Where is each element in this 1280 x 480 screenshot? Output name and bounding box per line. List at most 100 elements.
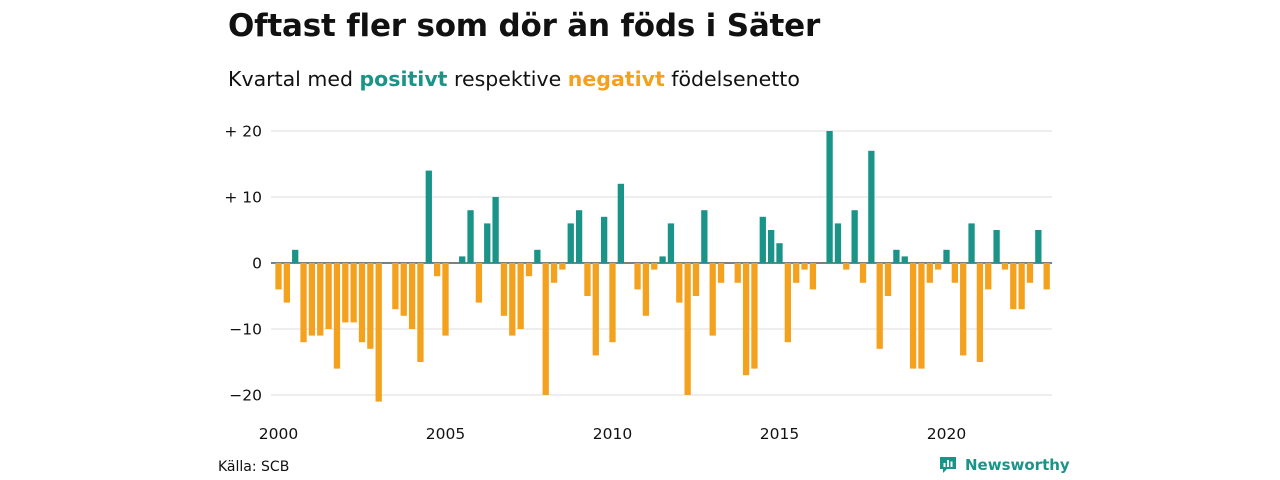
brand-name: Newsworthy (965, 456, 1070, 474)
bar (876, 263, 883, 349)
bar (1018, 263, 1025, 310)
bar (943, 249, 950, 263)
bar (275, 263, 282, 290)
bar (809, 263, 817, 290)
bar (601, 216, 608, 263)
bar (367, 263, 374, 349)
bar (434, 263, 441, 277)
bar (968, 223, 975, 263)
bar (909, 263, 917, 369)
bar (484, 223, 491, 263)
chart-title: Oftast fler som dör än föds i Säter (228, 8, 821, 44)
bar (292, 249, 299, 263)
bar (400, 263, 407, 316)
bar (684, 263, 691, 395)
bar (918, 263, 925, 369)
bar (617, 183, 624, 263)
bar (935, 263, 942, 270)
bar (884, 263, 892, 296)
bar (317, 263, 324, 336)
bar (667, 223, 675, 263)
subtitle-negative-word: negativt (567, 67, 665, 91)
bar (333, 263, 341, 369)
bar (901, 256, 908, 263)
bar (851, 210, 858, 263)
bar (859, 263, 867, 283)
bar (759, 216, 766, 263)
bar (509, 263, 516, 336)
bar (751, 263, 758, 369)
bar (642, 263, 650, 316)
subtitle-prefix: Kvartal med (228, 67, 360, 91)
bar (584, 263, 591, 296)
bar (651, 263, 658, 270)
source-note: Källa: SCB (218, 459, 290, 475)
bar (868, 150, 875, 263)
x-tick-label: 2020 (927, 425, 966, 443)
bar (659, 256, 666, 263)
subtitle-suffix: födelsenetto (664, 67, 800, 91)
bar (826, 131, 833, 263)
bar (442, 263, 449, 336)
bar (609, 263, 616, 343)
bar (634, 263, 641, 290)
brand: Newsworthy (938, 455, 1070, 475)
bar (734, 263, 741, 283)
y-tick-label: + 20 (224, 123, 262, 141)
bar (701, 210, 708, 263)
bar (500, 263, 508, 316)
bar (951, 263, 958, 283)
bar (742, 263, 750, 376)
bar (550, 263, 558, 283)
bar (534, 249, 541, 263)
bars (275, 131, 1050, 402)
bar (325, 263, 332, 329)
x-tick-label: 2015 (760, 425, 799, 443)
bar (417, 263, 424, 362)
bar (793, 263, 800, 283)
bar (976, 263, 984, 362)
bar (350, 263, 357, 323)
newsworthy-logo-icon (940, 457, 956, 473)
bar (993, 230, 1000, 263)
x-axis-labels: 2000 2005 2010 2015 2020 (259, 425, 966, 443)
bar (392, 263, 399, 310)
bar (592, 263, 599, 356)
bar (709, 263, 716, 336)
bar (692, 263, 700, 296)
bar (358, 263, 366, 343)
bar (467, 210, 474, 263)
subtitle-middle: respektive (447, 67, 568, 91)
bar (542, 263, 549, 395)
y-tick-label: + 10 (224, 189, 262, 207)
bar (425, 170, 432, 263)
bar (492, 197, 499, 263)
bar (1043, 263, 1050, 290)
bar (567, 223, 574, 263)
bar (843, 263, 850, 270)
y-axis-labels: + 20 + 10 0 −10 −20 (224, 123, 262, 405)
bar (300, 263, 307, 343)
y-tick-label: 0 (252, 255, 262, 273)
bar (717, 263, 725, 283)
bar (375, 263, 382, 402)
bar (1010, 263, 1017, 310)
bar (575, 210, 583, 263)
bar (1001, 263, 1009, 270)
bar (985, 263, 992, 290)
bar (559, 263, 566, 270)
bar (926, 263, 933, 283)
bar (893, 249, 900, 263)
bar (1035, 230, 1042, 263)
bar (459, 256, 466, 263)
x-tick-label: 2005 (426, 425, 465, 443)
bar (784, 263, 791, 343)
bar (475, 263, 483, 303)
x-tick-label: 2010 (593, 425, 632, 443)
y-tick-label: −20 (229, 387, 262, 405)
chart-subtitle: Kvartal med positivt respektive negativt… (228, 67, 800, 91)
subtitle-positive-word: positivt (359, 67, 448, 91)
bar (1026, 263, 1034, 283)
bar (525, 263, 533, 277)
